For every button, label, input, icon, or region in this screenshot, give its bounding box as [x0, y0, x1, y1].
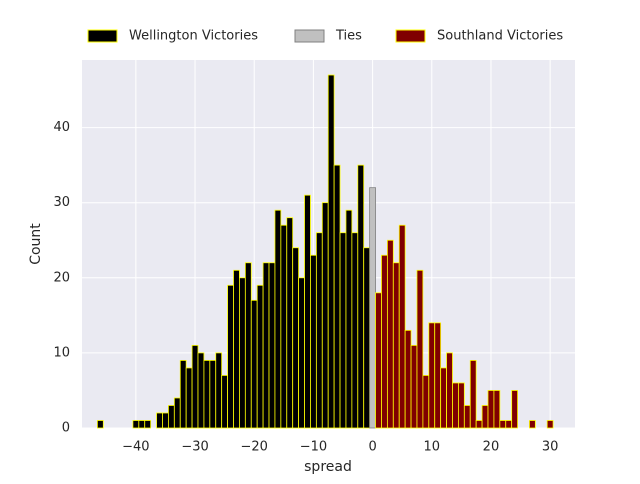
x-tick-label: 10 — [424, 440, 441, 455]
x-tick-label: −10 — [300, 440, 327, 455]
bar — [369, 187, 376, 429]
x-tick-label: −30 — [181, 440, 208, 455]
bar — [458, 382, 465, 429]
bar — [233, 269, 240, 429]
y-axis-label: Count — [28, 223, 44, 265]
bar — [357, 164, 365, 429]
x-axis-label: spread — [304, 459, 352, 475]
bar — [505, 420, 513, 429]
bar — [286, 217, 294, 429]
bar — [345, 209, 353, 429]
bar — [268, 262, 276, 429]
x-tick-label: −20 — [241, 440, 268, 455]
legend-swatch — [294, 29, 325, 43]
bar — [179, 360, 187, 429]
bar — [386, 239, 394, 429]
bar — [422, 375, 430, 429]
bar — [363, 247, 371, 429]
bar — [209, 360, 217, 429]
bar — [227, 284, 234, 429]
bar — [156, 412, 163, 429]
bar — [274, 209, 282, 429]
bar — [185, 367, 193, 429]
y-tick-label: 0 — [62, 421, 70, 436]
bar — [398, 224, 406, 429]
bar — [446, 352, 453, 429]
bar — [511, 390, 518, 429]
y-tick-label: 10 — [53, 345, 70, 360]
x-tick-label: 0 — [368, 440, 376, 455]
bar — [546, 420, 554, 429]
bar — [333, 164, 341, 429]
bar — [162, 412, 169, 429]
bar — [440, 367, 447, 429]
bar — [197, 352, 205, 429]
bar — [191, 344, 199, 429]
x-tick-label: 30 — [542, 440, 559, 455]
bar — [144, 420, 152, 429]
legend-label: Wellington Victories — [129, 29, 258, 44]
bar — [475, 420, 483, 429]
bar — [529, 420, 536, 429]
legend-label: Southland Victories — [437, 29, 563, 44]
bar — [404, 329, 412, 429]
bar — [463, 405, 471, 429]
bar — [310, 254, 317, 429]
bar — [327, 74, 335, 429]
bar — [304, 194, 311, 429]
bar — [298, 277, 305, 429]
bar — [487, 390, 495, 429]
bar — [392, 262, 400, 429]
bar — [339, 232, 347, 429]
y-tick-label: 20 — [53, 270, 70, 285]
y-tick-label: 40 — [53, 120, 70, 135]
bar — [215, 352, 223, 429]
bar — [428, 322, 436, 429]
bar — [239, 277, 246, 429]
bar — [256, 284, 264, 429]
legend-label: Ties — [335, 29, 362, 44]
bar — [168, 405, 175, 429]
bar — [434, 322, 442, 429]
bar — [132, 420, 140, 429]
bar — [203, 360, 211, 429]
legend-swatch — [395, 29, 426, 43]
y-tick-label: 30 — [53, 195, 70, 210]
bar — [351, 232, 359, 429]
bar — [469, 360, 477, 429]
bar — [138, 420, 146, 429]
bar — [292, 247, 300, 429]
bar — [375, 292, 382, 429]
bar — [315, 232, 323, 429]
bar — [173, 397, 181, 429]
x-tick-label: 20 — [483, 440, 500, 455]
legend-swatch — [87, 29, 118, 43]
bar — [221, 375, 228, 429]
bar — [250, 299, 258, 429]
bar — [481, 405, 489, 429]
bar — [244, 262, 252, 429]
bar — [416, 269, 424, 429]
bar — [410, 344, 418, 429]
bar — [499, 420, 507, 429]
bar — [262, 262, 270, 429]
x-tick-label: −40 — [122, 440, 149, 455]
bar — [96, 420, 104, 429]
bar — [452, 382, 459, 429]
bar — [280, 224, 288, 429]
bar — [493, 390, 501, 429]
bar — [321, 202, 329, 429]
bar — [381, 254, 388, 429]
